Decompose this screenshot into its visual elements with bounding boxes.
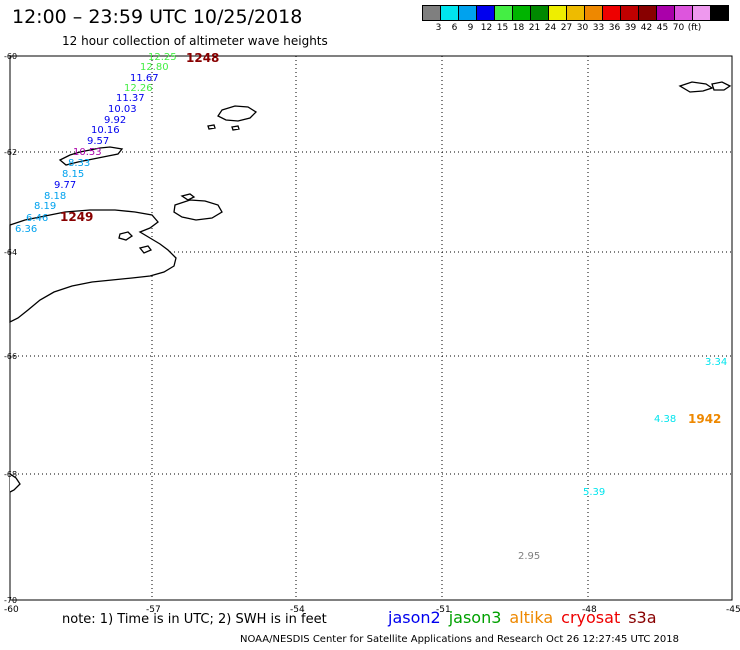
wave-height-label: 10.03 — [108, 104, 137, 115]
longitude-tick-label: -48 — [582, 605, 597, 615]
wave-height-label: 12.25 — [148, 52, 177, 63]
satellite-legend: jason2 jason3 altika cryosat s3a — [388, 608, 665, 627]
latitude-tick-label: -70 — [4, 596, 17, 605]
longitude-tick-label: -51 — [436, 605, 451, 615]
wave-height-label: 10.53 — [73, 147, 102, 158]
legend-label: 33 — [592, 23, 605, 33]
wave-height-legend: 3 6 9 12 15 18 21 24 27 30 33 36 39 42 45 70 (ft) — [422, 5, 729, 35]
wave-height-label: 9.57 — [87, 136, 109, 147]
latitude-tick-label: -64 — [4, 248, 17, 257]
footer-note: note: 1) Time is in UTC; 2) SWH is in fe… — [62, 612, 327, 627]
coastline-small-island — [118, 231, 134, 241]
wave-height-label: 5.39 — [583, 487, 605, 498]
longitude-tick-label: -60 — [4, 605, 19, 615]
legend-labels: 3 6 9 12 15 18 21 24 27 30 33 36 39 42 45 70 (ft) — [422, 21, 728, 35]
longitude-tick-label: -54 — [290, 605, 305, 615]
coastlines — [9, 81, 732, 493]
map-subtitle: 12 hour collection of altimeter wave hei… — [62, 34, 328, 48]
wave-height-label: 8.18 — [44, 191, 66, 202]
wave-height-label: 9.77 — [54, 180, 76, 191]
coastline-small-island — [180, 193, 196, 201]
observation-time-label: 1249 — [60, 210, 93, 224]
observation-times: 1248 1249 1942 — [60, 51, 721, 426]
coastline-small-island — [231, 125, 240, 131]
observation-time-label: 1248 — [186, 51, 219, 65]
legend-label: 42 — [640, 23, 653, 33]
satellite-name: s3a — [628, 608, 657, 627]
wave-height-label: 9.92 — [104, 115, 126, 126]
legend-label: 27 — [560, 23, 573, 33]
legend-label: 21 — [528, 23, 541, 33]
wave-height-label: 3.34 — [705, 357, 727, 368]
latitude-tick-label: -60 — [4, 52, 17, 61]
map-grid — [9, 55, 733, 601]
legend-label: 39 — [624, 23, 637, 33]
wave-height-label: 2.95 — [518, 551, 540, 562]
coastline-small-island — [138, 245, 153, 254]
legend-label: 6 — [451, 23, 458, 33]
legend-label: (ft) — [687, 23, 702, 33]
legend-label: 9 — [467, 23, 474, 33]
footer-credit: NOAA/NESDIS Center for Satellite Applica… — [240, 634, 679, 645]
wave-height-observations: 12.2512.8011.6712.2611.3710.039.9210.169… — [15, 52, 727, 562]
latitude-tick-label: -66 — [4, 352, 17, 361]
coastline-small-island — [207, 124, 216, 130]
coastline-antarctic-peninsula — [9, 209, 177, 324]
wave-height-label: 12.26 — [124, 83, 153, 94]
satellite-name: cryosat — [561, 608, 621, 627]
wave-height-label: 11.67 — [130, 73, 159, 84]
longitude-tick-label: -57 — [146, 605, 161, 615]
legend-label: 70 — [672, 23, 685, 33]
wave-height-label: 8.33 — [68, 158, 90, 169]
wave-height-label: 8.19 — [34, 201, 56, 212]
latitude-tick-label: -68 — [4, 470, 17, 479]
legend-label: 30 — [576, 23, 589, 33]
legend-swatch — [710, 5, 729, 21]
satellite-name: jason2 — [388, 608, 441, 627]
coastline-king-george-island — [217, 105, 258, 122]
longitude-tick-label: -45 — [726, 605, 740, 615]
wave-height-label: 10.16 — [91, 125, 120, 136]
satellite-name: jason3 — [448, 608, 502, 627]
map-frame — [9, 55, 733, 601]
coastline-south-orkney — [711, 81, 732, 91]
legend-label: 15 — [496, 23, 509, 33]
coastline-james-ross-island — [173, 199, 223, 221]
legend-label: 45 — [656, 23, 669, 33]
legend-swatches — [422, 5, 729, 21]
map-tick-labels: -60-62-64-66-68-70-60 -57 -54 -51 -48 -45 — [4, 52, 740, 615]
coastline-south-shetland — [58, 146, 124, 166]
wave-height-label: 12.80 — [140, 62, 169, 73]
satellite-name: altika — [509, 608, 554, 627]
legend-label: 12 — [480, 23, 493, 33]
map-title: 12:00 – 23:59 UTC 10/25/2018 — [12, 6, 303, 28]
wave-height-label: 4.38 — [654, 414, 676, 425]
wave-height-label: 11.37 — [116, 93, 145, 104]
legend-label: 3 — [435, 23, 442, 33]
latitude-tick-label: -62 — [4, 148, 17, 157]
coastline-fragment — [9, 473, 21, 493]
legend-label: 18 — [512, 23, 525, 33]
wave-height-label: 8.15 — [62, 169, 84, 180]
wave-height-label: 6.46 — [26, 213, 48, 224]
wave-height-label: 6.36 — [15, 224, 37, 235]
legend-label: 24 — [544, 23, 557, 33]
legend-label: 36 — [608, 23, 621, 33]
observation-time-label: 1942 — [688, 412, 721, 426]
coastline-south-orkney — [678, 81, 714, 93]
